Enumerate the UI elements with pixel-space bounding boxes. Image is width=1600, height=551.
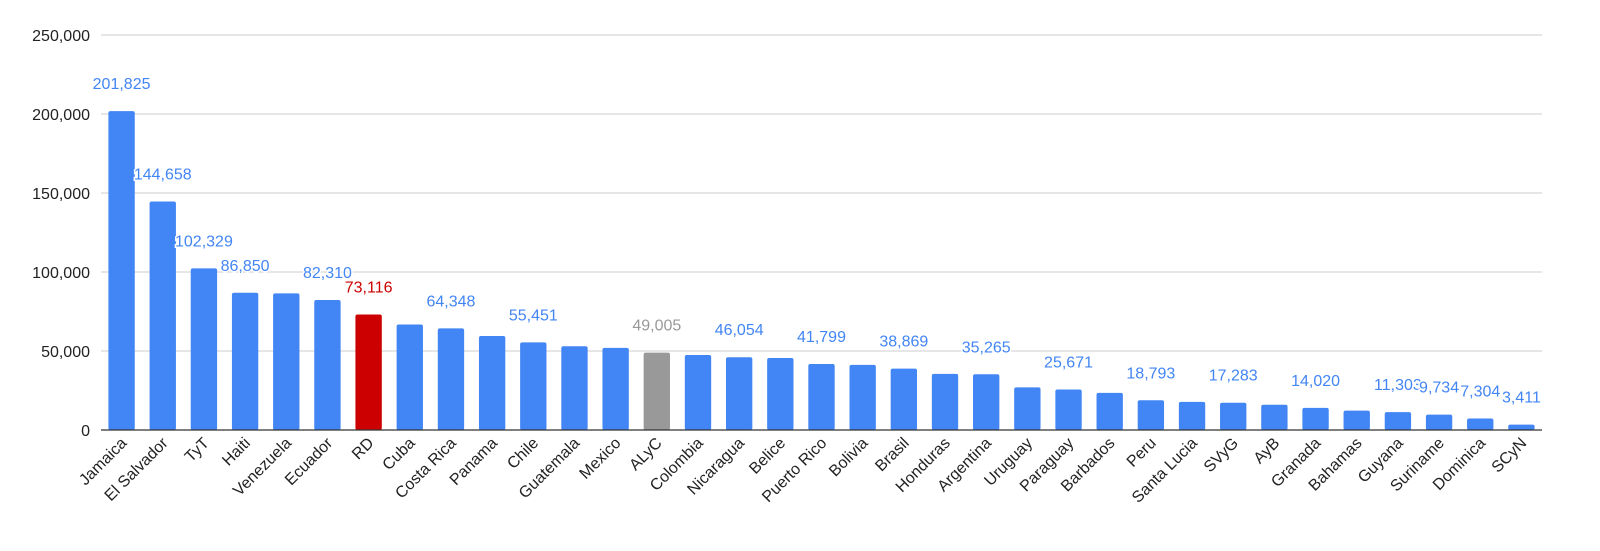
data-label-costa-rica: 64,348 bbox=[426, 293, 475, 310]
category-label-haiti: Haiti bbox=[219, 435, 254, 470]
bar-nicaragua bbox=[725, 357, 753, 430]
y-axis-tick-labels: 0 50,000 100,000 150,000 200,000 250,000 bbox=[32, 28, 90, 440]
data-label-paraguay: 25,671 bbox=[1044, 354, 1093, 371]
bar-peru bbox=[1137, 400, 1165, 430]
bar-chile bbox=[520, 342, 547, 430]
data-label-suriname: 9,734 bbox=[1419, 380, 1459, 397]
data-label-peru: 18,793 bbox=[1126, 365, 1175, 382]
bar-suriname bbox=[1425, 414, 1453, 430]
bar-puerto-rico bbox=[808, 363, 835, 430]
bar-tyt bbox=[190, 268, 218, 430]
category-label-peru: Peru bbox=[1124, 435, 1160, 471]
data-label-guyana: 11,303 bbox=[1374, 377, 1422, 394]
category-label-mexico: Mexico bbox=[577, 435, 625, 483]
bar-bahamas bbox=[1343, 410, 1370, 430]
bar-barbados bbox=[1096, 392, 1123, 430]
category-label-chile: Chile bbox=[504, 435, 542, 473]
category-label-alyc: ALyC bbox=[626, 435, 665, 474]
data-label-rd: 73,116 bbox=[345, 279, 393, 296]
category-label-cuba: Cuba bbox=[380, 435, 419, 474]
gridlines bbox=[101, 34, 1542, 352]
data-label-haiti: 86,850 bbox=[221, 258, 270, 275]
bar-venezuela bbox=[273, 293, 300, 430]
bar-bolivia bbox=[849, 364, 876, 430]
bar-mexico bbox=[602, 347, 629, 430]
category-label-tyt: TyT bbox=[182, 435, 213, 466]
bars bbox=[108, 111, 1535, 430]
y-tick-label: 150,000 bbox=[32, 186, 90, 203]
data-label-argentina: 35,265 bbox=[962, 339, 1011, 356]
bar-colombia bbox=[684, 354, 712, 430]
bar-svyg bbox=[1220, 402, 1247, 430]
bar-brasil bbox=[890, 368, 918, 430]
bar-rd bbox=[355, 314, 382, 430]
bar-panama bbox=[478, 335, 506, 430]
data-label-svyg: 17,283 bbox=[1209, 368, 1258, 385]
bar-uruguay bbox=[1014, 387, 1041, 430]
bar-ecuador bbox=[314, 299, 341, 430]
data-label-ecuador: 82,310 bbox=[303, 265, 352, 282]
bar-belice bbox=[767, 357, 794, 430]
bar-honduras bbox=[931, 373, 959, 430]
category-label-ayb: AyB bbox=[1251, 435, 1284, 468]
bar-santa-lucia bbox=[1178, 401, 1206, 430]
y-tick-label: 200,000 bbox=[32, 107, 90, 124]
bar-scyn bbox=[1508, 424, 1535, 430]
data-label-dominica: 7,304 bbox=[1460, 383, 1500, 400]
category-label-bolivia: Bolivia bbox=[826, 435, 871, 480]
data-label-scyn: 3,411 bbox=[1502, 390, 1541, 407]
category-label-rd: RD bbox=[349, 435, 377, 463]
bar-argentina bbox=[973, 374, 1000, 430]
y-tick-label: 0 bbox=[81, 423, 90, 440]
data-label-tyt: 102,329 bbox=[175, 233, 233, 250]
bar-cuba bbox=[396, 324, 423, 430]
bar-ayb bbox=[1261, 404, 1288, 430]
bar-jamaica bbox=[108, 111, 135, 430]
category-label-scyn: SCyN bbox=[1489, 435, 1531, 477]
bar-paraguay bbox=[1055, 389, 1082, 430]
bar-guyana bbox=[1384, 412, 1412, 430]
bar-dominica bbox=[1467, 418, 1494, 430]
bar-haiti bbox=[231, 292, 259, 430]
y-tick-label: 100,000 bbox=[32, 265, 90, 282]
bar-costa-rica bbox=[437, 328, 465, 430]
category-label-svyg: SVyG bbox=[1201, 435, 1242, 476]
data-label-puerto-rico: 41,799 bbox=[797, 329, 846, 346]
data-label-granada: 14,020 bbox=[1291, 373, 1340, 390]
data-label-nicaragua: 46,054 bbox=[715, 322, 764, 339]
bar-granada bbox=[1302, 407, 1329, 430]
data-label-alyc: 49,005 bbox=[632, 318, 681, 335]
y-tick-label: 250,000 bbox=[32, 28, 90, 45]
bar-guatemala bbox=[561, 346, 588, 430]
bar-el-salvador bbox=[149, 201, 176, 430]
y-tick-label: 50,000 bbox=[41, 344, 90, 361]
data-label-chile: 55,451 bbox=[509, 307, 558, 324]
bar-alyc bbox=[643, 352, 670, 430]
data-label-el-salvador: 144,658 bbox=[134, 166, 192, 183]
data-label-brasil: 38,869 bbox=[879, 334, 928, 351]
data-label-jamaica: 201,825 bbox=[93, 76, 151, 93]
